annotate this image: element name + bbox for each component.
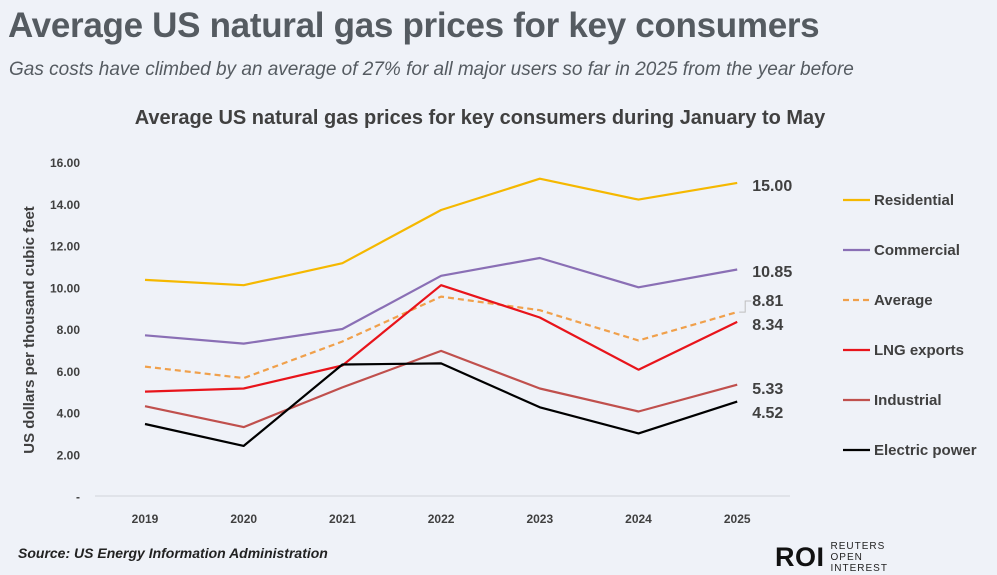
logo-mark: ROI <box>775 542 825 572</box>
average-leader-line <box>739 300 752 313</box>
y-tick-label: 10.00 <box>50 281 80 295</box>
x-tick-label: 2023 <box>526 512 553 526</box>
y-axis-title: US dollars per thousand cubic feet <box>21 206 38 454</box>
end-value-label: 10.85 <box>752 264 792 281</box>
y-tick-label: 6.00 <box>57 365 81 379</box>
logo-text: REUTERS OPEN INTEREST <box>830 541 888 574</box>
series-line-average <box>144 295 738 380</box>
legend-label: Residential <box>874 192 954 209</box>
x-tick-label: 2019 <box>132 512 159 526</box>
x-tick-label: 2025 <box>724 512 751 526</box>
legend-label: LNG exports <box>874 342 964 359</box>
x-tick-label: 2024 <box>625 512 652 526</box>
chart-title: Average US natural gas prices for key co… <box>135 107 826 129</box>
end-value-label: 8.81 <box>752 293 783 310</box>
y-tick-label: 12.00 <box>50 240 80 254</box>
legend-label: Electric power <box>874 442 977 459</box>
y-tick-label: 8.00 <box>57 323 81 337</box>
end-value-label: 4.52 <box>752 405 783 422</box>
y-tick-label: 2.00 <box>57 448 81 462</box>
x-tick-label: 2022 <box>428 512 455 526</box>
series-line-industrial <box>144 349 738 429</box>
page-subtitle: Gas costs have climbed by an average of … <box>9 59 854 80</box>
legend-label: Average <box>874 292 933 309</box>
x-tick-label: 2020 <box>230 512 257 526</box>
series-line-electric-power <box>144 362 738 447</box>
y-tick-label: - <box>76 490 80 504</box>
end-value-label: 8.34 <box>752 317 783 334</box>
roi-logo: ROI REUTERS OPEN INTEREST <box>775 541 917 574</box>
page-title: Average US natural gas prices for key co… <box>8 6 820 45</box>
y-tick-label: 14.00 <box>50 198 80 212</box>
source-note: Source: US Energy Information Administra… <box>18 545 328 561</box>
x-tick-label: 2021 <box>329 512 356 526</box>
y-tick-label: 4.00 <box>57 407 81 421</box>
series-line-lng-exports <box>144 284 738 393</box>
end-value-label: 5.33 <box>752 381 783 398</box>
legend-label: Commercial <box>874 242 960 259</box>
end-value-label: 15.00 <box>752 178 792 195</box>
legend-label: Industrial <box>874 392 942 409</box>
series-line-commercial <box>144 256 738 345</box>
y-tick-label: 16.00 <box>50 156 80 170</box>
series-line-residential <box>144 177 738 287</box>
